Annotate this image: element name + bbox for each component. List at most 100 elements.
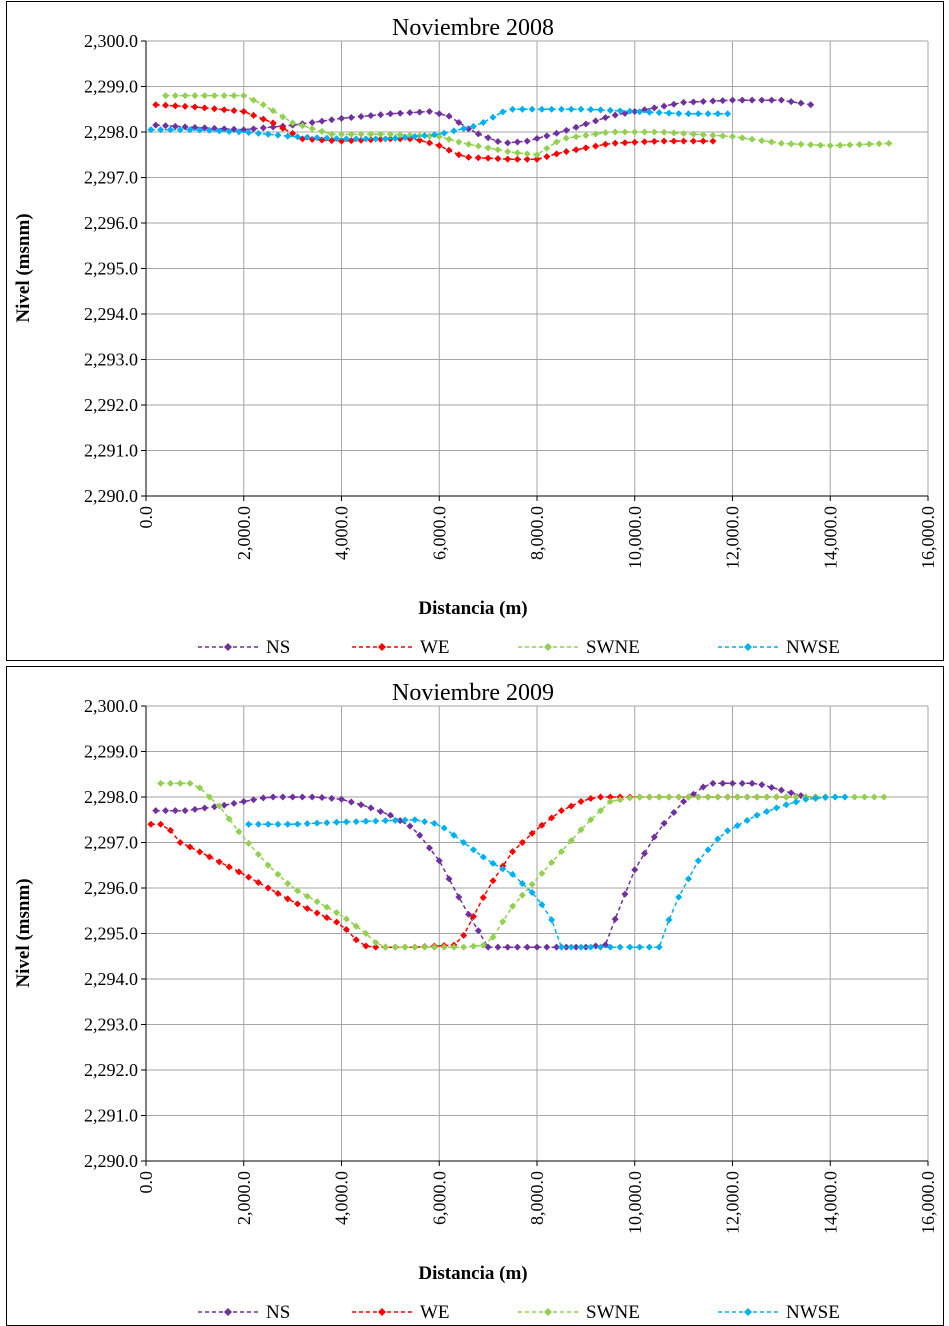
data-point-nwse (294, 820, 302, 828)
data-point-nwse (802, 795, 810, 803)
data-point-swne (738, 134, 746, 142)
data-point-we (489, 877, 497, 885)
data-point-ns (797, 792, 805, 800)
y-axis-label: Nivel (msnm) (13, 213, 34, 322)
data-point-ns (347, 798, 355, 806)
data-point-nwse (440, 129, 448, 137)
data-point-ns (269, 123, 277, 131)
data-point-ns (533, 135, 541, 142)
data-point-nwse (782, 801, 790, 809)
legend-marker (544, 1308, 552, 1316)
x-tick-label: 6,000.0 (429, 506, 449, 560)
data-point-we (201, 104, 209, 112)
data-point-nwse (381, 135, 389, 143)
series-line-nwse (248, 796, 845, 948)
data-point-swne (421, 943, 429, 951)
series-nwse (147, 105, 732, 143)
data-point-swne (294, 887, 302, 895)
y-tick-label: 2,295.0 (84, 924, 138, 944)
data-point-we (582, 144, 590, 152)
series-ns (152, 96, 815, 147)
data-point-nwse (469, 846, 477, 854)
data-point-ns (543, 943, 551, 951)
data-point-we (225, 863, 233, 871)
data-point-swne (215, 802, 223, 810)
legend-label: SWNE (586, 637, 640, 658)
data-point-we (479, 893, 487, 901)
data-point-nwse (538, 105, 546, 113)
data-point-ns (680, 798, 688, 806)
data-point-swne (743, 793, 751, 801)
data-point-we (264, 884, 272, 892)
data-point-nwse (831, 793, 839, 801)
data-point-swne (240, 92, 248, 100)
data-point-swne (391, 943, 399, 951)
data-point-we (587, 795, 595, 803)
legend-label: NWSE (786, 1302, 840, 1323)
data-point-swne (851, 793, 859, 801)
data-point-we (699, 137, 707, 145)
data-point-ns (425, 108, 433, 116)
data-point-swne (597, 807, 605, 815)
data-point-we (435, 142, 443, 150)
data-point-ns (641, 849, 649, 857)
data-point-we (377, 135, 385, 143)
data-point-ns (797, 99, 805, 107)
data-point-ns (259, 794, 267, 802)
data-point-ns (298, 793, 306, 801)
data-point-ns (318, 793, 326, 801)
data-point-we (206, 853, 214, 861)
data-point-swne (733, 793, 741, 801)
data-point-swne (777, 139, 785, 147)
data-point-nwse (479, 119, 487, 127)
x-tick-label: 10,000.0 (625, 1171, 645, 1234)
data-point-swne (225, 815, 233, 823)
data-point-nwse (685, 110, 693, 118)
data-point-ns (689, 98, 697, 106)
data-point-nwse (186, 126, 194, 134)
data-point-nwse (597, 943, 605, 951)
y-tick-label: 2,295.0 (84, 259, 138, 279)
data-point-we (455, 151, 463, 159)
data-point-ns (504, 139, 512, 147)
legend-label: NWSE (786, 637, 840, 658)
data-point-ns (748, 779, 756, 787)
legend-label: NS (266, 637, 290, 658)
data-point-ns (660, 102, 668, 110)
data-point-we (460, 931, 468, 939)
data-point-nwse (381, 817, 389, 825)
data-point-we (631, 138, 639, 146)
data-point-swne (162, 92, 170, 100)
data-point-nwse (743, 816, 751, 824)
data-point-swne (411, 943, 419, 951)
x-tick-label: 14,000.0 (820, 1171, 840, 1234)
data-point-nwse (499, 108, 507, 116)
chart-panel-noviembre-2009: Noviembre 2009 2,290.0 2,291.0 2,292.0 2,293… (6, 666, 944, 1326)
y-tick-label: 2,297.0 (84, 833, 138, 853)
data-point-swne (860, 793, 868, 801)
data-point-ns (729, 96, 736, 104)
data-point-we (416, 136, 424, 144)
data-point-ns (689, 790, 697, 798)
x-tick-label: 10,000.0 (625, 506, 645, 569)
data-point-swne (372, 939, 380, 947)
data-point-nwse (274, 820, 282, 828)
data-point-swne (523, 150, 531, 158)
data-point-nwse (147, 126, 155, 134)
data-point-swne (875, 140, 883, 148)
data-point-swne (650, 128, 658, 136)
data-point-swne (592, 130, 600, 138)
data-point-swne (626, 794, 634, 802)
data-point-ns (592, 117, 600, 125)
data-point-nwse (372, 817, 380, 825)
data-point-we (709, 137, 717, 145)
data-point-we (680, 137, 688, 145)
data-point-nwse (587, 943, 595, 951)
data-point-swne (548, 859, 556, 867)
data-point-we (533, 155, 541, 163)
y-tick-label: 2,296.0 (84, 213, 138, 233)
data-point-swne (655, 793, 663, 801)
data-point-swne (772, 793, 780, 801)
data-point-we (606, 793, 614, 801)
data-point-swne (465, 140, 473, 148)
